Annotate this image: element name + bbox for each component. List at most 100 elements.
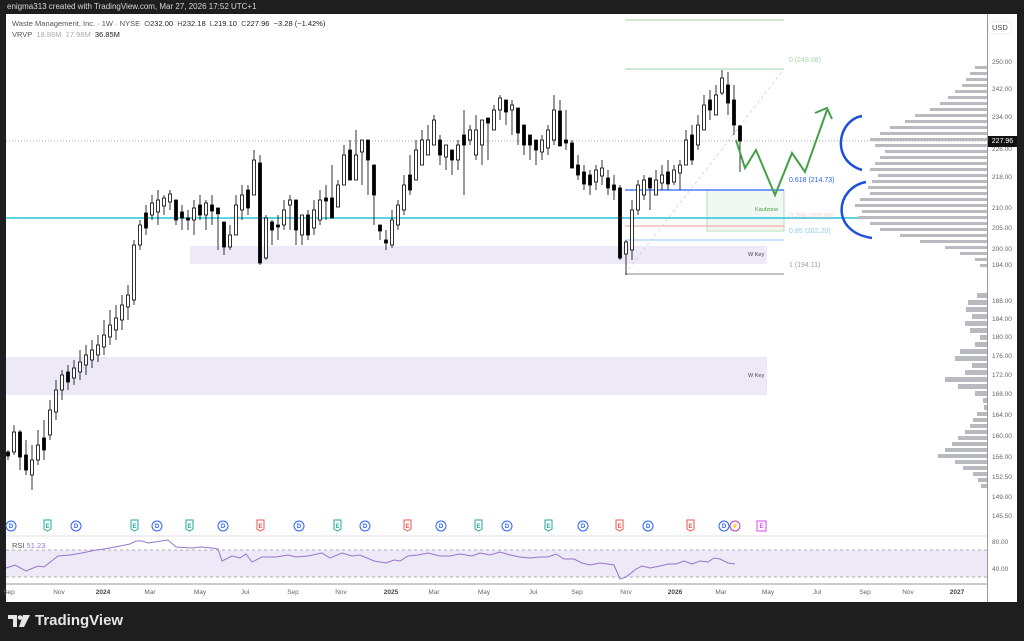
time-tick: Jul bbox=[240, 589, 250, 596]
indicator-row[interactable]: VRVP 18.86M 17.98M 36.85M bbox=[12, 29, 325, 40]
change-value: −3.28 (−1.42%) bbox=[273, 19, 326, 28]
svg-text:E: E bbox=[759, 524, 763, 530]
price-tick: 188.00 bbox=[992, 298, 1012, 305]
price-tick: 200.00 bbox=[992, 246, 1012, 253]
time-tick: Nov bbox=[53, 589, 65, 596]
time-tick: Sep bbox=[571, 589, 583, 596]
time-tick: 2025 bbox=[383, 589, 399, 596]
fib-1-label: 1 (194.11) bbox=[789, 262, 821, 269]
svg-text:E: E bbox=[335, 524, 339, 530]
high-value: 232.18 bbox=[182, 19, 206, 28]
svg-text:D: D bbox=[646, 524, 651, 530]
svg-text:E: E bbox=[546, 524, 550, 530]
right-edge bbox=[1017, 14, 1024, 602]
volume-profile bbox=[855, 66, 987, 488]
fib-85-label: 0.85 (202.20) bbox=[789, 228, 831, 235]
candlestick-series[interactable] bbox=[7, 70, 741, 490]
svg-text:D: D bbox=[9, 524, 14, 530]
price-tick: 218.00 bbox=[992, 174, 1012, 181]
svg-text:D: D bbox=[74, 524, 79, 530]
svg-text:D: D bbox=[297, 524, 302, 530]
key-zone-upper-label: W Key bbox=[748, 252, 765, 258]
time-tick: Mar bbox=[428, 589, 440, 596]
rsi-tick: 80.00 bbox=[992, 539, 1009, 546]
svg-text:D: D bbox=[505, 524, 510, 530]
time-tick: Nov bbox=[902, 589, 914, 596]
price-tick: 172.00 bbox=[992, 372, 1012, 379]
time-tick: Sep bbox=[3, 589, 15, 596]
rsi-line[interactable] bbox=[5, 539, 736, 580]
svg-text:D: D bbox=[722, 524, 727, 530]
price-tick: 152.50 bbox=[992, 474, 1012, 481]
bracket-upper[interactable] bbox=[839, 114, 863, 172]
svg-text:E: E bbox=[617, 524, 621, 530]
vrvp-down-volume: 17.98M bbox=[65, 30, 91, 39]
rsi-tick: 40.00 bbox=[992, 566, 1009, 573]
tradingview-logo-icon bbox=[8, 614, 30, 627]
events-row[interactable]: D E D E D E D E D E D E D E D E D E D E … bbox=[5, 519, 767, 532]
bracket-lower[interactable] bbox=[840, 180, 873, 240]
fib-786-label: 0.786 (205.66) bbox=[789, 213, 835, 220]
key-zone-upper bbox=[190, 246, 767, 264]
time-tick: Sep bbox=[287, 589, 299, 596]
rsi-name: RSI bbox=[12, 541, 25, 550]
price-tick: 160.00 bbox=[992, 433, 1012, 440]
symbol-name: Waste Management, Inc. · 1W · NYSE bbox=[12, 19, 141, 28]
time-tick: Nov bbox=[620, 589, 632, 596]
time-tick: May bbox=[477, 589, 491, 596]
price-tick: 180.00 bbox=[992, 334, 1012, 341]
price-tick: 149.00 bbox=[992, 494, 1012, 501]
tradingview-logo[interactable]: TradingView bbox=[8, 612, 123, 629]
close-label: C bbox=[241, 19, 247, 28]
price-tick: 176.00 bbox=[992, 353, 1012, 360]
price-tick: 250.00 bbox=[992, 59, 1012, 66]
time-tick: May bbox=[193, 589, 207, 596]
buy-zone-label: Kaufzone bbox=[755, 207, 779, 213]
price-tick: 205.00 bbox=[992, 225, 1012, 232]
brand-text: TradingView bbox=[35, 612, 124, 629]
price-tick: 194.00 bbox=[992, 262, 1012, 269]
rsi-band bbox=[6, 550, 987, 577]
forecast-path[interactable] bbox=[735, 109, 828, 198]
open-label: O bbox=[144, 19, 151, 28]
price-tick: 184.00 bbox=[992, 316, 1012, 323]
vrvp-label[interactable]: VRVP bbox=[12, 30, 33, 39]
close-value: 227.96 bbox=[246, 19, 270, 28]
rsi-legend[interactable]: RSI 51.23 bbox=[12, 541, 45, 550]
svg-text:E: E bbox=[476, 524, 480, 530]
chart-pane[interactable] bbox=[6, 14, 987, 602]
key-zone-lower bbox=[6, 357, 767, 395]
fib-0-label: 0 (248.08) bbox=[789, 57, 821, 64]
credit-text: enigma313 created with TradingView.com, … bbox=[7, 2, 257, 11]
price-axis[interactable] bbox=[987, 14, 1018, 602]
time-tick: Jul bbox=[528, 589, 538, 596]
price-tick: 156.00 bbox=[992, 454, 1012, 461]
vrvp-up-volume: 18.86M bbox=[36, 30, 62, 39]
price-tick: 145.50 bbox=[992, 513, 1012, 520]
fib-618-label: 0.618 (214.73) bbox=[789, 177, 835, 184]
credit-bar: enigma313 created with TradingView.com, … bbox=[0, 0, 1024, 14]
time-tick: Mar bbox=[715, 589, 727, 596]
rsi-value: 51.23 bbox=[26, 541, 46, 550]
key-zone-lower-label: W Key bbox=[748, 373, 765, 379]
time-tick: Nov bbox=[335, 589, 347, 596]
time-tick: 2026 bbox=[667, 589, 683, 596]
svg-text:⚡: ⚡ bbox=[731, 522, 738, 530]
buy-zone bbox=[706, 189, 785, 232]
price-tick: 226.00 bbox=[992, 146, 1012, 153]
open-value: 232.00 bbox=[150, 19, 174, 28]
svg-text:E: E bbox=[45, 524, 49, 530]
price-tick: 242.00 bbox=[992, 86, 1012, 93]
low-label: L bbox=[209, 19, 214, 28]
svg-text:D: D bbox=[581, 524, 586, 530]
symbol-legend[interactable]: Waste Management, Inc. · 1W · NYSE O232.… bbox=[12, 18, 325, 40]
svg-text:D: D bbox=[363, 524, 368, 530]
candle-bodies bbox=[6, 77, 742, 476]
svg-text:E: E bbox=[688, 524, 692, 530]
fib-trendline bbox=[624, 68, 785, 275]
svg-text:E: E bbox=[132, 524, 136, 530]
currency-button[interactable]: USD bbox=[989, 22, 1011, 33]
vrvp-total-volume: 36.85M bbox=[94, 30, 120, 39]
current-price-label: 227.96 bbox=[988, 136, 1017, 147]
